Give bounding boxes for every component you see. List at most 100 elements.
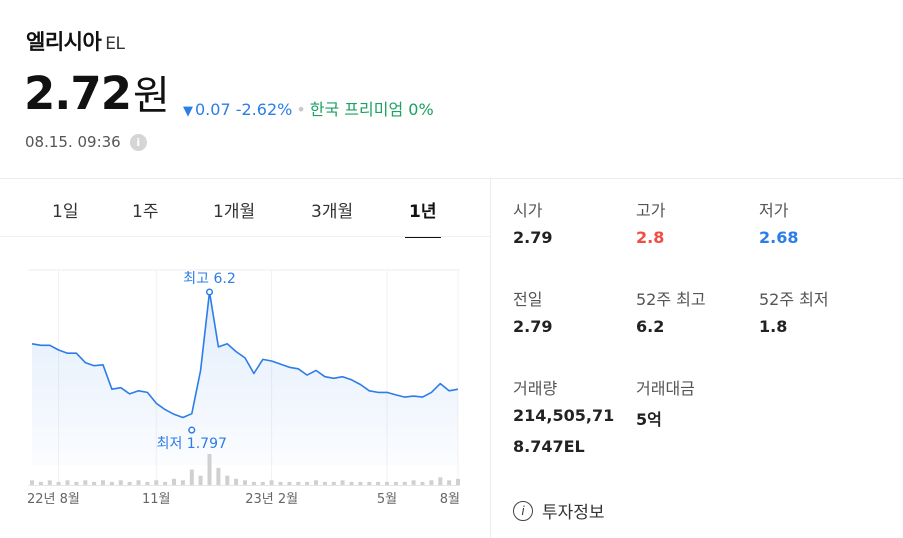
volume-bar	[438, 477, 443, 486]
tab-1-month[interactable]: 1개월	[213, 202, 256, 222]
volume-bar	[429, 480, 434, 485]
volume-bar	[287, 481, 292, 485]
max-marker	[205, 288, 214, 296]
volume-bar	[189, 469, 194, 485]
stat-volume-value-line2: 8.747EL	[513, 437, 585, 456]
tab-1-day[interactable]: 1일	[52, 202, 79, 222]
tab-1-year[interactable]: 1년	[409, 202, 437, 222]
volume-bar	[420, 481, 425, 485]
volume-bar	[47, 480, 52, 485]
min-label: 최저 1.797	[157, 436, 227, 452]
volume-bar	[456, 478, 460, 485]
stat-trade-value-value: 5억	[636, 410, 662, 429]
volume-bar	[340, 480, 345, 485]
volume-bar	[447, 480, 452, 485]
volume-bar	[367, 481, 372, 485]
volume-bar	[411, 480, 416, 485]
volume-bar	[163, 481, 168, 485]
volume-bar	[393, 481, 398, 485]
volume-bar	[243, 480, 247, 485]
volume-bar	[38, 481, 43, 485]
premium-value: 0%	[408, 100, 434, 119]
volume-bar	[331, 481, 336, 485]
volume-bar	[349, 481, 354, 485]
price-chart[interactable]: 22년 8월 11월 23년 2월 5월 8월 최고 6.2 최저 1.797	[0, 237, 490, 538]
x-tick-label: 11월	[142, 492, 171, 507]
volume-bar	[118, 480, 123, 485]
tabs-divider	[0, 236, 490, 237]
separator-dot: •	[296, 100, 306, 119]
volume-bar	[225, 475, 230, 485]
volume-bar	[322, 481, 327, 485]
tab-3-months[interactable]: 3개월	[311, 202, 354, 222]
volume-bar	[74, 481, 79, 485]
change-percent: -2.62%	[235, 100, 293, 119]
coin-name: 엘리시아	[26, 30, 102, 54]
stat-volume-value-line1: 214,505,71	[513, 406, 615, 425]
invest-info-link[interactable]: i 투자정보	[513, 498, 605, 523]
price-area	[32, 292, 458, 465]
volume-bar	[136, 480, 141, 485]
volume-bar	[278, 481, 283, 485]
volume-bar	[207, 454, 212, 485]
volume-bar	[83, 480, 88, 485]
stat-52w-low-value: 1.8	[759, 317, 788, 336]
x-tick-label: 8월	[440, 492, 460, 507]
volume-bar	[251, 481, 256, 485]
volume-bar	[402, 481, 407, 485]
divider	[0, 178, 903, 179]
stat-open-label: 시가	[513, 201, 543, 220]
volume-bar	[314, 480, 318, 485]
coin-symbol: EL	[105, 34, 125, 54]
volume-bar	[269, 480, 274, 485]
info-icon[interactable]: i	[129, 133, 147, 151]
volume-bar	[30, 480, 34, 485]
stat-prev-close-value: 2.79	[513, 317, 553, 336]
active-tab-indicator	[405, 236, 441, 238]
timestamp-row: 08.15. 09:36 i	[25, 133, 147, 151]
volume-bar	[260, 481, 265, 485]
volume-bar	[234, 478, 239, 485]
premium-label: 한국 프리미엄	[309, 100, 404, 119]
period-tabs: 1일 1주 1개월 3개월 1년	[0, 179, 490, 238]
vertical-divider	[490, 179, 491, 538]
volume-bar	[305, 481, 310, 485]
volume-bar	[180, 480, 185, 485]
stat-52w-low-label: 52주 최저	[759, 290, 829, 309]
volume-bar	[101, 480, 105, 485]
timestamp: 08.15. 09:36	[25, 133, 121, 151]
volume-bar	[127, 481, 132, 485]
x-tick-label: 22년 8월	[27, 492, 80, 507]
invest-info-label: 투자정보	[542, 503, 605, 523]
info-circle-icon: i	[513, 500, 533, 521]
stat-high-value: 2.8	[636, 228, 665, 247]
stat-trade-value-label: 거래대금	[636, 379, 695, 398]
stat-open-value: 2.79	[513, 228, 553, 247]
current-price: 2.72원	[24, 64, 170, 126]
stat-52w-high-value: 6.2	[636, 317, 665, 336]
price-unit: 원	[133, 73, 170, 119]
volume-bar	[109, 481, 114, 485]
volume-bar	[216, 467, 221, 485]
stat-volume-label: 거래량	[513, 379, 558, 398]
volume-bar	[172, 478, 176, 485]
price-change: ▼ 0.07 -2.62% • 한국 프리미엄 0%	[183, 96, 434, 120]
stat-low-label: 저가	[759, 201, 789, 220]
volume-bar	[296, 481, 301, 485]
stat-low-value: 2.68	[759, 228, 799, 247]
min-marker	[188, 426, 196, 434]
coin-title: 엘리시아 EL	[26, 26, 125, 56]
volume-bar	[56, 481, 61, 485]
change-amount: 0.07	[195, 100, 231, 119]
x-tick-label: 23년 2월	[245, 492, 298, 507]
stat-52w-high-label: 52주 최고	[636, 290, 706, 309]
volume-bar	[92, 481, 97, 485]
stat-prev-close-label: 전일	[513, 290, 543, 309]
volume-bar	[65, 480, 70, 485]
price-value: 2.72	[24, 67, 132, 120]
volume-bar	[385, 481, 389, 485]
stat-high-label: 고가	[636, 201, 666, 220]
down-arrow-icon: ▼	[183, 104, 193, 119]
tab-1-week[interactable]: 1주	[132, 202, 159, 222]
volume-bar	[145, 481, 150, 485]
